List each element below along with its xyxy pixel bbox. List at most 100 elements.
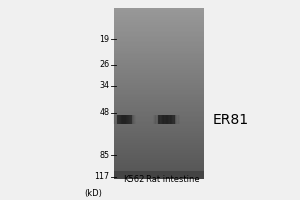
Bar	[114, 39, 204, 41]
Bar	[120, 115, 122, 124]
Bar	[114, 131, 204, 133]
Bar	[158, 115, 175, 124]
Bar	[176, 115, 177, 124]
Bar	[114, 124, 204, 126]
Bar	[114, 82, 204, 83]
Bar	[131, 115, 133, 124]
Bar	[173, 115, 175, 124]
Text: K562: K562	[123, 175, 144, 184]
Bar	[130, 115, 131, 124]
Bar	[114, 61, 204, 63]
Bar	[114, 85, 204, 87]
Bar	[160, 115, 161, 124]
Bar	[114, 126, 204, 128]
Bar	[170, 115, 172, 124]
Bar	[114, 44, 204, 46]
Text: 117: 117	[94, 172, 110, 181]
Bar	[114, 15, 204, 17]
Bar	[114, 104, 204, 105]
Bar	[114, 31, 204, 32]
Bar	[114, 167, 204, 168]
Bar	[114, 160, 204, 162]
Bar	[114, 150, 204, 151]
Bar	[114, 97, 204, 99]
Bar	[115, 115, 116, 124]
Bar	[114, 53, 204, 54]
Bar	[114, 102, 204, 104]
Bar	[114, 134, 204, 136]
Bar	[114, 12, 204, 14]
Bar	[132, 115, 134, 124]
Bar	[114, 42, 204, 44]
Bar	[125, 115, 127, 124]
Bar	[162, 115, 164, 124]
Bar	[114, 112, 204, 114]
Bar	[114, 151, 204, 153]
Bar	[114, 73, 204, 75]
Bar	[114, 175, 204, 177]
Bar	[114, 70, 204, 71]
Text: 26: 26	[100, 60, 110, 69]
Bar	[114, 171, 204, 179]
Bar	[114, 136, 204, 138]
Bar	[114, 41, 204, 42]
Text: Rat intestine: Rat intestine	[146, 175, 199, 184]
Bar	[114, 172, 204, 174]
Bar	[114, 87, 204, 88]
Bar	[118, 115, 119, 124]
Bar	[114, 83, 204, 85]
Bar	[114, 48, 204, 49]
Bar	[114, 94, 204, 95]
Bar	[114, 116, 204, 117]
Bar	[114, 174, 204, 175]
Bar	[124, 115, 126, 124]
Bar	[114, 24, 204, 25]
Bar	[114, 36, 204, 37]
Bar	[165, 115, 167, 124]
Bar	[114, 168, 204, 170]
Bar	[114, 17, 204, 19]
Text: 34: 34	[100, 81, 110, 90]
Bar	[114, 145, 204, 146]
Bar	[113, 115, 115, 124]
Bar	[117, 115, 118, 124]
Bar	[114, 20, 204, 22]
Bar	[122, 115, 124, 124]
Bar	[127, 115, 128, 124]
Bar	[169, 115, 171, 124]
Bar	[114, 128, 204, 129]
Bar	[114, 27, 204, 29]
Bar	[114, 122, 204, 124]
Bar	[114, 114, 204, 116]
Bar	[121, 115, 123, 124]
Bar	[117, 115, 132, 124]
Bar	[114, 63, 204, 65]
Bar	[114, 68, 204, 70]
Bar	[114, 105, 204, 107]
Bar	[114, 95, 204, 97]
Bar	[114, 143, 204, 145]
Bar	[114, 37, 204, 39]
Bar	[114, 46, 204, 48]
Bar	[114, 111, 204, 112]
Bar	[114, 100, 204, 102]
Bar	[114, 107, 204, 109]
Bar	[114, 71, 204, 73]
Text: (kD): (kD)	[84, 189, 102, 198]
Bar	[114, 146, 204, 148]
Bar	[172, 115, 173, 124]
Bar	[116, 115, 117, 124]
Bar	[114, 66, 204, 68]
Text: 48: 48	[100, 108, 110, 117]
Text: 19: 19	[100, 35, 110, 44]
Bar	[114, 22, 204, 24]
Bar	[114, 29, 204, 31]
Bar	[114, 51, 204, 53]
Bar	[133, 115, 135, 124]
Bar	[114, 162, 204, 163]
Bar	[114, 119, 204, 121]
Bar	[119, 115, 121, 124]
Bar	[154, 115, 156, 124]
Bar	[153, 115, 155, 124]
Bar	[114, 14, 204, 15]
